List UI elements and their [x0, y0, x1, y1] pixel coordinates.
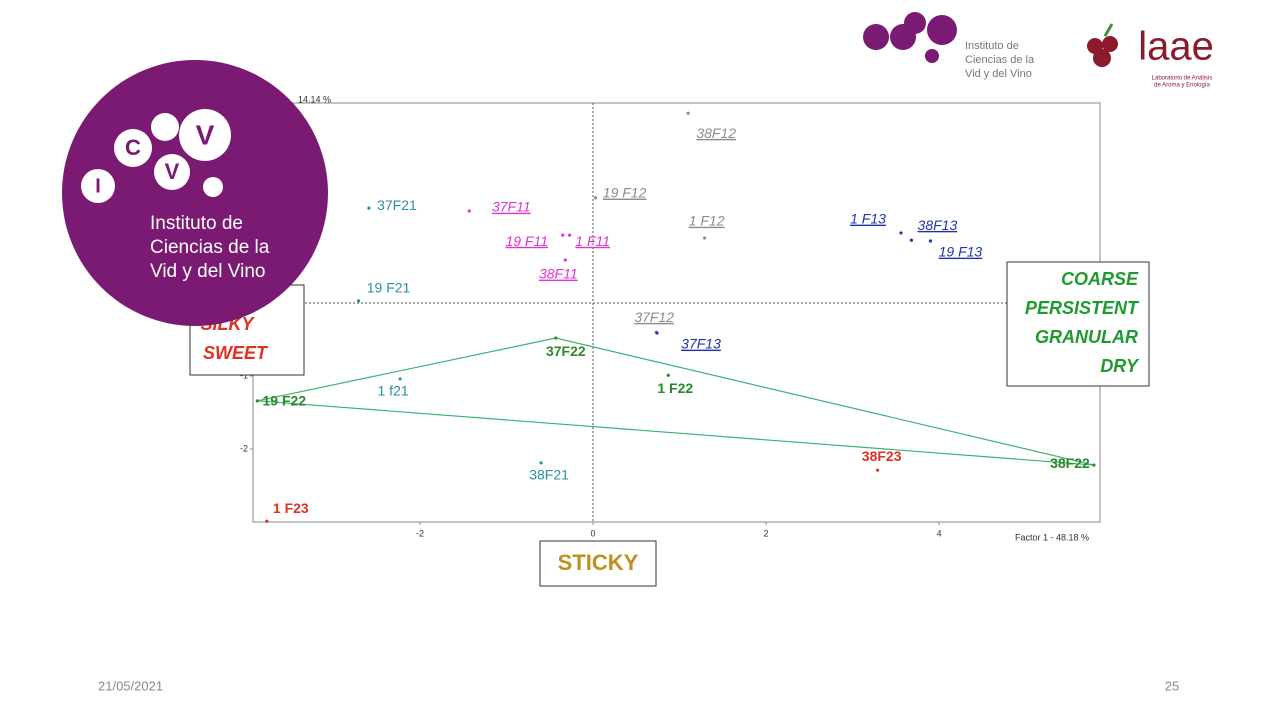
plot-frame [252, 102, 1101, 523]
point-label: 1 F22 [657, 380, 693, 396]
point [703, 236, 707, 240]
x-axis-label: Factor 1 - 48.18 % [1015, 532, 1089, 542]
point-label: 19 F11 [505, 233, 548, 249]
lab-name: laae [1138, 25, 1214, 69]
lab-subtitle: de Aroma y Enología [1154, 83, 1210, 89]
point-label: 1 F11 [575, 233, 610, 249]
point-label: 38F21 [529, 467, 569, 483]
point [255, 399, 259, 403]
point-label: 37F12 [634, 309, 674, 325]
point [655, 331, 659, 335]
y-axis-label: 14.14 % [298, 94, 331, 104]
group-outline [257, 337, 1095, 466]
point-label: 38F12 [696, 125, 736, 141]
point-label: 37F22 [546, 343, 586, 359]
point [367, 206, 371, 210]
svg-text:V: V [165, 159, 180, 184]
point-label: 37F11 [492, 199, 531, 215]
point-label: 37F21 [377, 197, 417, 213]
point [928, 239, 933, 243]
point-label: 38F22 [1050, 455, 1090, 471]
point-label: 38F23 [862, 448, 902, 464]
point [594, 196, 598, 200]
x-tick-label: 4 [937, 528, 942, 538]
attribute: COARSE [1061, 269, 1139, 289]
attribute: DRY [1100, 356, 1140, 376]
institute-name: Ciencias de la [965, 54, 1035, 66]
box-right [1006, 261, 1150, 387]
point-label: 1 F13 [850, 211, 886, 227]
institute-name: Vid y del Vino [965, 68, 1032, 80]
point-label: 19 F13 [939, 244, 983, 260]
point [398, 377, 402, 381]
date: 21/05/2021 [98, 678, 163, 693]
point [539, 461, 543, 465]
icvv-logo: Instituto de Ciencias de la Vid y del Vi… [863, 12, 1035, 80]
box-bottom [539, 540, 657, 587]
lab-subtitle: Laboratorio de Análisis [1152, 76, 1213, 82]
point-label: 19 F12 [603, 185, 647, 201]
attribute: GRANULAR [1035, 327, 1138, 347]
point [899, 231, 903, 235]
badge-text: Instituto de [150, 213, 243, 234]
svg-text:C: C [125, 135, 141, 160]
point [563, 258, 567, 262]
x-tick-label: -2 [416, 528, 424, 538]
point [909, 238, 913, 242]
point [666, 373, 670, 377]
point-label: 37F13 [681, 336, 721, 352]
institute-name: Instituto de [965, 40, 1019, 52]
attribute: STICKY [558, 550, 639, 575]
y-tick-label: -2 [240, 443, 248, 453]
point-label: 1 F12 [689, 213, 725, 229]
point-label: 38F13 [918, 217, 958, 233]
attribute: PERSISTENT [1025, 298, 1140, 318]
point-label: 38F11 [539, 266, 578, 282]
badge-text: Ciencias de la [150, 237, 270, 258]
badge-text: Vid y del Vino [150, 261, 266, 282]
point [1092, 463, 1096, 467]
point [561, 233, 565, 237]
point [876, 468, 880, 472]
x-tick-label: 0 [591, 528, 596, 538]
point [356, 299, 361, 303]
point [686, 111, 690, 115]
laae-logo: laae Laboratorio de Análisis de Aroma y … [1087, 23, 1214, 89]
svg-text:V: V [196, 119, 215, 150]
point-label: 19 F21 [367, 280, 411, 296]
point-label: 1 f21 [378, 383, 409, 399]
point [265, 519, 269, 523]
x-tick-label: 2 [764, 528, 769, 538]
point [568, 233, 572, 237]
point [467, 209, 471, 213]
point [554, 336, 558, 340]
attribute: SWEET [203, 343, 269, 363]
point-label: 19 F22 [263, 393, 307, 409]
point-label: 1 F23 [273, 500, 309, 516]
svg-text:I: I [95, 175, 101, 197]
page-number: 25 [1165, 678, 1179, 693]
icvv-badge: I C V V Instituto de Ciencias de la Vid … [62, 60, 328, 326]
